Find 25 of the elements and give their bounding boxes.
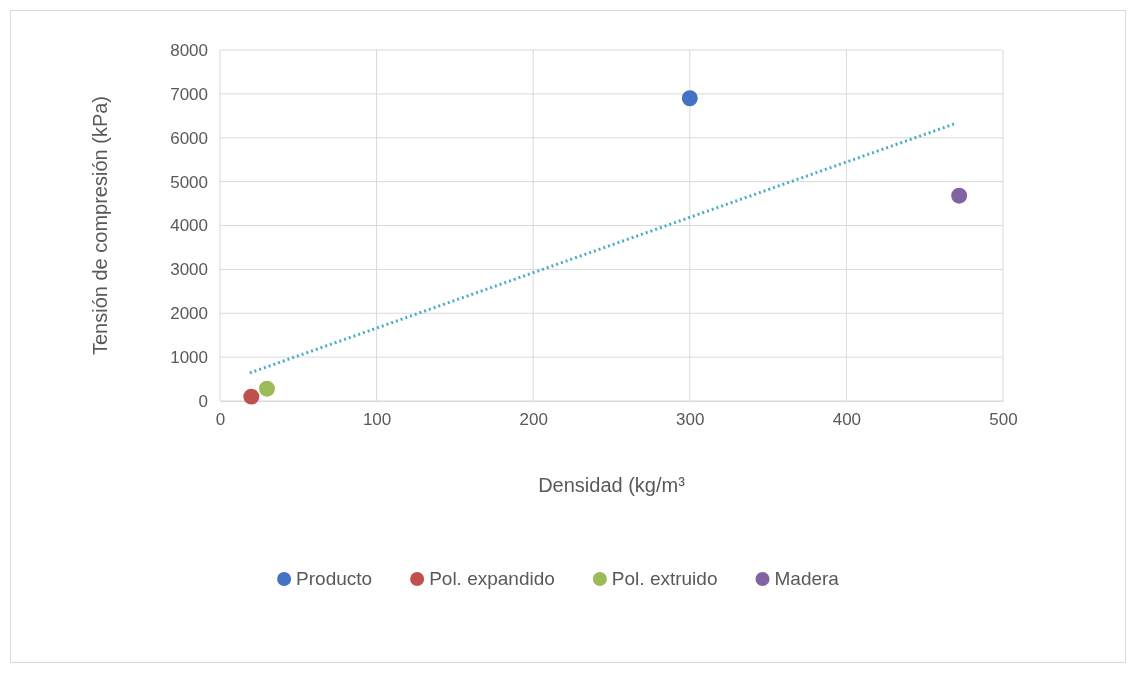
y-tick-label: 4000 [170,216,208,236]
point [681,90,698,107]
legend-label: Pol. extruido [611,568,718,589]
legend-label: Pol. expandido [429,568,555,589]
y-tick-label: 2000 [170,304,208,324]
x-tick-label: 100 [362,410,392,430]
x-tick-label: 400 [832,410,862,430]
x-tick-label: 200 [519,410,548,430]
y-tick-label: 7000 [170,84,208,104]
y-tick-label: 3000 [170,260,208,280]
y-tick-label: 5000 [170,172,208,192]
legend-label: Madera [774,568,840,589]
y-tick-label: 6000 [170,128,208,148]
x-axis-title: Densidad (kg/m³ [538,474,686,496]
y-axis-title: Tensión de compresión (kPa) [89,95,111,356]
legend-label: Producto [296,568,373,589]
point [259,380,275,397]
x-tick-label: 300 [676,410,705,430]
x-tick-label: 500 [989,410,1018,430]
y-tick-label: 8000 [170,40,208,60]
x-tick-label: 0 [215,410,226,430]
y-tick-label: 0 [198,391,208,411]
point [243,388,260,405]
point [951,187,968,204]
y-tick-label: 1000 [170,348,208,368]
